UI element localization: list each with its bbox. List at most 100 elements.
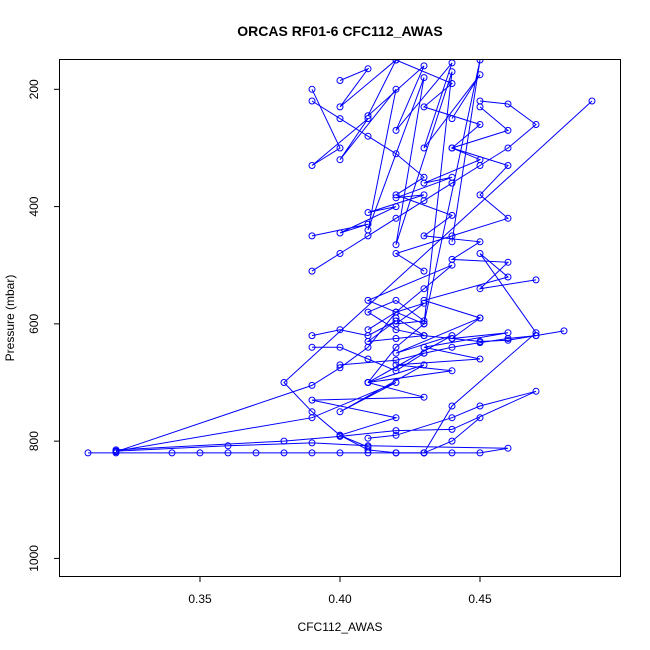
data-point	[476, 355, 484, 363]
data-point	[308, 408, 316, 416]
data-point	[476, 338, 484, 345]
data-point	[420, 449, 428, 457]
data-point	[336, 361, 344, 369]
data-point	[392, 356, 400, 364]
data-point	[420, 62, 428, 70]
data-point	[392, 414, 400, 422]
data-point	[308, 85, 316, 93]
data-point	[308, 381, 316, 389]
data-point	[476, 314, 484, 322]
data-layer	[84, 60, 596, 457]
data-point	[532, 332, 540, 340]
x-axis-label: CFC112_AWAS	[298, 620, 383, 634]
data-point	[392, 203, 400, 211]
data-point	[504, 329, 512, 337]
x-axis: 0.35 0.40 0.45	[188, 576, 492, 606]
data-point	[252, 449, 260, 457]
data-point	[448, 80, 456, 87]
data-point	[392, 194, 400, 202]
data-point	[420, 349, 428, 357]
data-point	[420, 285, 428, 293]
data-point	[336, 144, 344, 152]
series-line	[366, 299, 426, 337]
data-point	[336, 156, 344, 164]
data-point	[196, 449, 204, 457]
data-point	[224, 442, 232, 450]
data-point	[476, 449, 484, 457]
data-point	[476, 250, 484, 257]
series-7	[308, 314, 512, 451]
data-point	[420, 332, 428, 340]
data-point	[420, 179, 428, 187]
data-point	[364, 379, 372, 386]
data-point	[392, 367, 400, 375]
data-point	[336, 103, 344, 111]
data-point	[448, 232, 456, 240]
data-point	[392, 296, 400, 304]
data-point	[364, 443, 372, 451]
data-point	[448, 179, 456, 187]
data-point	[308, 343, 316, 351]
data-point	[336, 449, 344, 457]
series-line	[394, 60, 510, 272]
data-point	[364, 355, 372, 363]
data-point	[392, 379, 400, 386]
data-point	[392, 60, 400, 64]
data-point	[448, 144, 456, 152]
series-12	[308, 97, 540, 275]
y-axis: 200 400 600 800 1000	[27, 79, 60, 572]
data-point	[308, 449, 316, 457]
data-point	[504, 126, 512, 134]
series-line	[311, 100, 537, 272]
data-point	[448, 414, 456, 422]
data-point	[420, 103, 428, 111]
data-point	[504, 144, 512, 152]
data-point	[476, 402, 484, 410]
data-point	[308, 332, 316, 340]
y-tick-label: 800	[27, 431, 41, 451]
y-tick-label: 400	[27, 196, 41, 216]
data-point	[476, 60, 484, 64]
data-point	[364, 434, 372, 442]
data-point	[532, 276, 540, 284]
y-tick-label: 1000	[27, 545, 41, 572]
data-point	[588, 97, 596, 105]
data-point	[504, 162, 512, 169]
series-line	[311, 100, 537, 290]
y-axis-label: Pressure (mbar)	[3, 275, 17, 362]
data-point	[280, 379, 288, 386]
data-point	[476, 121, 484, 128]
data-point	[336, 431, 344, 439]
data-point	[448, 60, 456, 67]
data-point	[448, 402, 456, 410]
series-line	[115, 264, 453, 453]
series-9	[308, 97, 540, 293]
data-point	[336, 343, 344, 351]
data-point	[168, 449, 176, 457]
series-3	[112, 387, 540, 454]
data-point	[448, 343, 456, 351]
data-point	[476, 71, 484, 79]
series-15	[308, 317, 540, 345]
data-point	[392, 214, 400, 222]
data-point	[364, 338, 372, 345]
chart-title: ORCAS RF01-6 CFC112_AWAS	[237, 23, 442, 39]
data-point	[420, 317, 428, 325]
series-line	[339, 60, 481, 149]
data-point	[224, 449, 232, 457]
data-point	[420, 232, 428, 240]
data-point	[364, 112, 372, 120]
data-point	[420, 74, 428, 82]
data-point	[476, 414, 484, 422]
data-point	[280, 437, 288, 445]
x-tick-label: 0.40	[328, 592, 352, 606]
series-line	[115, 390, 537, 451]
data-point	[336, 408, 344, 416]
data-point	[336, 229, 344, 237]
data-point	[392, 126, 400, 134]
data-point	[476, 162, 484, 169]
data-point	[448, 255, 456, 263]
data-point	[308, 97, 316, 105]
data-point	[504, 258, 512, 266]
data-point	[392, 85, 400, 93]
